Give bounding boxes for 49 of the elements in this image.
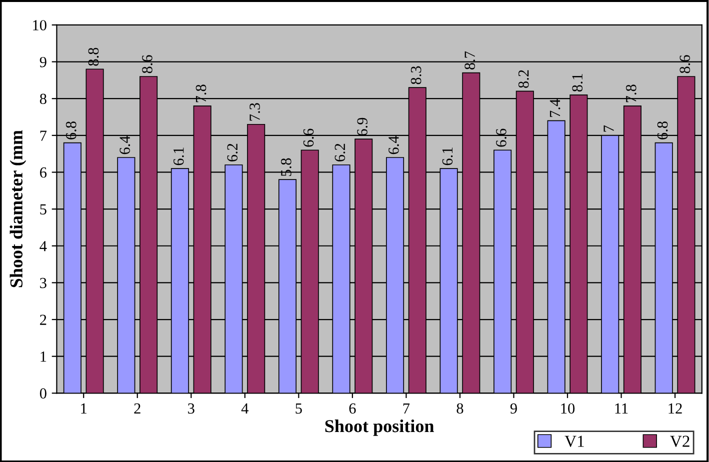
y-axis-title: Shoot diameter (mm [10, 130, 26, 288]
data-label: 6.6 [303, 128, 314, 147]
y-tick-label: 2 [40, 314, 46, 325]
data-label: 6.6 [496, 128, 506, 147]
x-tick-label: 10 [561, 403, 575, 414]
data-label: 8.6 [680, 55, 690, 74]
data-label: 8.3 [410, 66, 422, 84]
x-tick-label: 7 [403, 403, 410, 414]
data-label: 6.1 [442, 148, 453, 166]
data-label: 8.6 [142, 55, 152, 74]
data-label: 6.8 [66, 121, 76, 140]
x-tick-label: 4 [241, 403, 248, 414]
x-tick-label: 9 [510, 403, 517, 414]
x-tick-label: 3 [188, 403, 194, 414]
y-tick-label: 10 [33, 20, 46, 30]
data-label: 8.1 [572, 74, 583, 92]
data-label: 5.8 [280, 158, 292, 176]
x-axis-title: Shoot position [325, 420, 434, 436]
x-tick-label: 12 [668, 403, 682, 414]
y-tick-label: 4 [40, 241, 47, 252]
data-label: 8.8 [88, 48, 99, 66]
data-label: 7.4 [550, 99, 560, 117]
legend-label: V1 [564, 436, 584, 448]
data-label: 6.9 [357, 118, 368, 136]
y-tick-label: 8 [40, 94, 46, 104]
data-label: 6.2 [334, 144, 346, 162]
y-tick-label: 3 [40, 278, 46, 288]
x-tick-label: 11 [615, 403, 628, 414]
x-tick-label: 2 [134, 403, 140, 414]
y-tick-label: 5 [40, 204, 46, 215]
y-tick-label: 7 [40, 130, 47, 141]
data-label: 7.3 [250, 103, 260, 121]
y-tick-label: 6 [40, 167, 47, 178]
data-label: 6.8 [657, 121, 668, 140]
x-tick-label: 1 [81, 403, 87, 414]
x-tick-label: 6 [349, 403, 356, 414]
legend-label: V2 [670, 436, 690, 448]
data-label: 6.4 [120, 136, 130, 154]
data-label: 6.4 [388, 136, 399, 154]
data-label: 6.2 [227, 144, 238, 162]
data-label: 8.2 [518, 70, 529, 88]
data-label: 6.1 [174, 148, 184, 166]
data-label: 7 [604, 125, 614, 132]
x-tick-label: 5 [296, 403, 302, 414]
data-label: 8.7 [464, 51, 476, 70]
y-tick-label: 9 [40, 56, 46, 68]
y-tick-label: 1 [40, 352, 46, 362]
x-tick-label: 8 [456, 403, 464, 414]
y-tick-label: 0 [40, 388, 46, 399]
